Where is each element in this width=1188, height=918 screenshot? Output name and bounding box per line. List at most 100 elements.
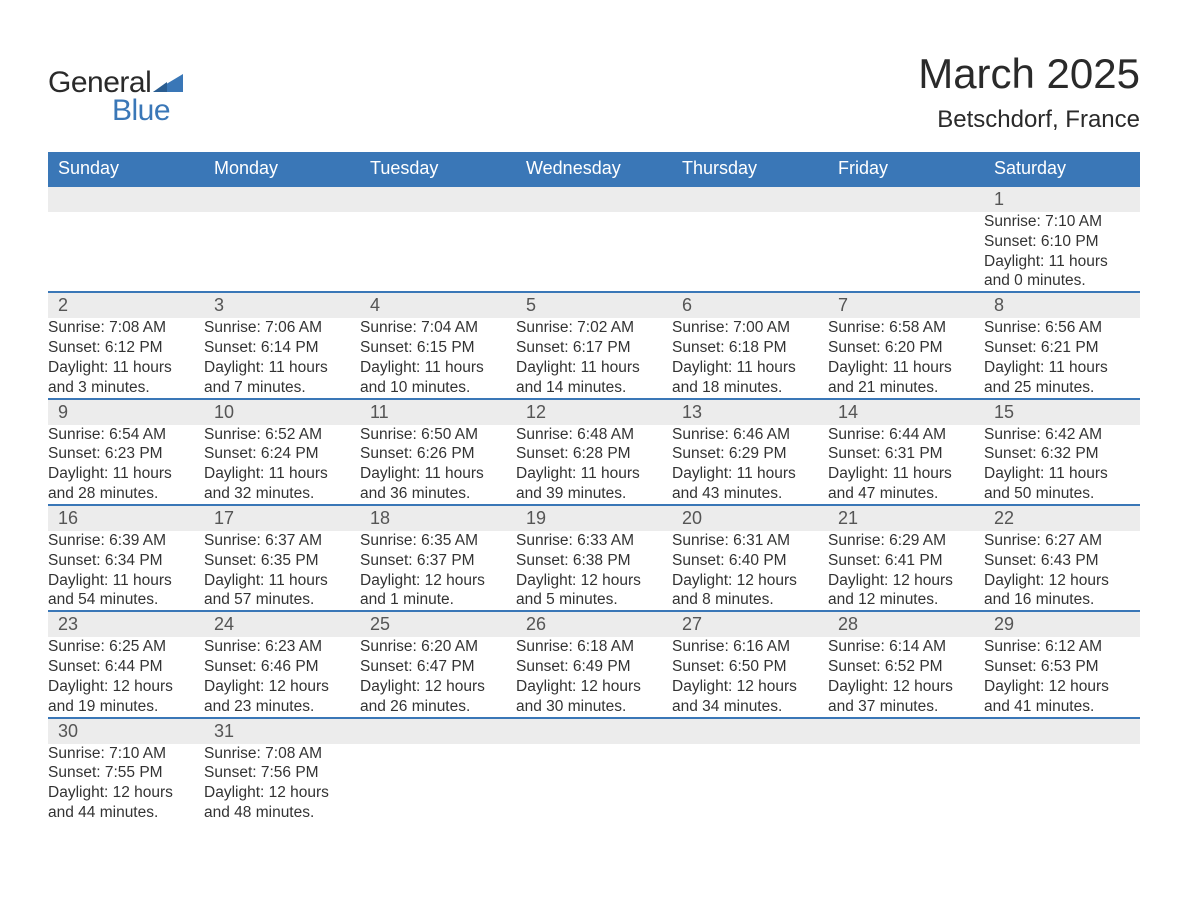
day-number: 21 xyxy=(828,506,984,531)
day-detail-d2: and 5 minutes. xyxy=(516,590,672,610)
day-detail-d1: Daylight: 12 hours xyxy=(672,677,828,697)
day-detail-d2: and 0 minutes. xyxy=(984,271,1140,291)
day-number: 17 xyxy=(204,506,360,531)
dow-header: Wednesday xyxy=(516,152,672,186)
day-number-cell: 27 xyxy=(672,611,828,637)
day-number-cell: 10 xyxy=(204,399,360,425)
day-number: 4 xyxy=(360,293,516,318)
day-detail-sr: Sunrise: 6:27 AM xyxy=(984,531,1140,551)
day-detail-ss: Sunset: 6:44 PM xyxy=(48,657,204,677)
day-details-cell xyxy=(516,212,672,292)
day-number: 7 xyxy=(828,293,984,318)
day-detail-ss: Sunset: 6:38 PM xyxy=(516,551,672,571)
day-detail-sr: Sunrise: 7:08 AM xyxy=(48,318,204,338)
day-number: 8 xyxy=(984,293,1140,318)
day-detail-ss: Sunset: 6:12 PM xyxy=(48,338,204,358)
day-detail-ss: Sunset: 6:29 PM xyxy=(672,444,828,464)
day-details-cell: Sunrise: 6:42 AMSunset: 6:32 PMDaylight:… xyxy=(984,425,1140,505)
day-detail-d2: and 3 minutes. xyxy=(48,378,204,398)
day-number: 2 xyxy=(48,293,204,318)
day-number: 25 xyxy=(360,612,516,637)
day-detail-sr: Sunrise: 6:37 AM xyxy=(204,531,360,551)
day-number-cell xyxy=(828,186,984,212)
day-detail-ss: Sunset: 6:43 PM xyxy=(984,551,1140,571)
day-details-cell: Sunrise: 7:10 AMSunset: 6:10 PMDaylight:… xyxy=(984,212,1140,292)
day-detail-d1: Daylight: 11 hours xyxy=(828,358,984,378)
day-details-cell: Sunrise: 6:23 AMSunset: 6:46 PMDaylight:… xyxy=(204,637,360,717)
day-number-cell: 7 xyxy=(828,292,984,318)
day-details-cell: Sunrise: 6:54 AMSunset: 6:23 PMDaylight:… xyxy=(48,425,204,505)
day-number: 20 xyxy=(672,506,828,531)
page-subtitle: Betschdorf, France xyxy=(918,106,1140,134)
day-detail-d2: and 12 minutes. xyxy=(828,590,984,610)
day-detail-sr: Sunrise: 6:33 AM xyxy=(516,531,672,551)
day-number: 22 xyxy=(984,506,1140,531)
day-number-cell: 16 xyxy=(48,505,204,531)
day-number: 23 xyxy=(48,612,204,637)
day-details-cell: Sunrise: 6:39 AMSunset: 6:34 PMDaylight:… xyxy=(48,531,204,611)
day-number: 15 xyxy=(984,400,1140,425)
day-detail-d2: and 26 minutes. xyxy=(360,697,516,717)
day-number: 14 xyxy=(828,400,984,425)
day-detail-sr: Sunrise: 6:14 AM xyxy=(828,637,984,657)
day-number-cell: 5 xyxy=(516,292,672,318)
day-number: 10 xyxy=(204,400,360,425)
day-number-cell: 19 xyxy=(516,505,672,531)
day-number-cell: 11 xyxy=(360,399,516,425)
day-details-cell: Sunrise: 6:31 AMSunset: 6:40 PMDaylight:… xyxy=(672,531,828,611)
day-detail-ss: Sunset: 6:24 PM xyxy=(204,444,360,464)
dow-header: Monday xyxy=(204,152,360,186)
day-number-cell: 29 xyxy=(984,611,1140,637)
day-detail-d1: Daylight: 11 hours xyxy=(516,464,672,484)
day-detail-sr: Sunrise: 6:44 AM xyxy=(828,425,984,445)
day-detail-sr: Sunrise: 7:06 AM xyxy=(204,318,360,338)
calendar-body: 1 Sunrise: 7:10 AMSunset: 6:10 PMDayligh… xyxy=(48,186,1140,823)
day-details-cell: Sunrise: 6:18 AMSunset: 6:49 PMDaylight:… xyxy=(516,637,672,717)
day-detail-ss: Sunset: 6:10 PM xyxy=(984,232,1140,252)
day-number: 16 xyxy=(48,506,204,531)
day-details-cell xyxy=(48,212,204,292)
day-detail-d2: and 7 minutes. xyxy=(204,378,360,398)
day-details-cell xyxy=(360,744,516,823)
day-number-cell: 12 xyxy=(516,399,672,425)
day-number: 9 xyxy=(48,400,204,425)
calendar-table: SundayMondayTuesdayWednesdayThursdayFrid… xyxy=(48,152,1140,823)
day-number-cell: 3 xyxy=(204,292,360,318)
day-detail-sr: Sunrise: 7:02 AM xyxy=(516,318,672,338)
day-details-cell xyxy=(204,212,360,292)
day-number: 3 xyxy=(204,293,360,318)
day-detail-ss: Sunset: 6:32 PM xyxy=(984,444,1140,464)
day-detail-ss: Sunset: 6:37 PM xyxy=(360,551,516,571)
day-detail-ss: Sunset: 6:35 PM xyxy=(204,551,360,571)
day-detail-ss: Sunset: 6:26 PM xyxy=(360,444,516,464)
day-detail-d1: Daylight: 12 hours xyxy=(516,677,672,697)
day-detail-d1: Daylight: 12 hours xyxy=(48,677,204,697)
day-number: 12 xyxy=(516,400,672,425)
day-detail-ss: Sunset: 6:47 PM xyxy=(360,657,516,677)
day-detail-d1: Daylight: 11 hours xyxy=(48,464,204,484)
day-details-cell: Sunrise: 6:29 AMSunset: 6:41 PMDaylight:… xyxy=(828,531,984,611)
day-detail-d1: Daylight: 11 hours xyxy=(360,358,516,378)
day-details-cell: Sunrise: 6:14 AMSunset: 6:52 PMDaylight:… xyxy=(828,637,984,717)
day-detail-d2: and 57 minutes. xyxy=(204,590,360,610)
day-number: 19 xyxy=(516,506,672,531)
day-detail-d1: Daylight: 12 hours xyxy=(360,571,516,591)
day-detail-d1: Daylight: 11 hours xyxy=(204,358,360,378)
day-number: 1 xyxy=(984,187,1140,212)
day-detail-d1: Daylight: 11 hours xyxy=(204,464,360,484)
day-detail-ss: Sunset: 7:55 PM xyxy=(48,763,204,783)
day-number-cell: 24 xyxy=(204,611,360,637)
day-details-cell: Sunrise: 6:58 AMSunset: 6:20 PMDaylight:… xyxy=(828,318,984,398)
day-detail-ss: Sunset: 6:34 PM xyxy=(48,551,204,571)
day-detail-ss: Sunset: 6:14 PM xyxy=(204,338,360,358)
day-details-cell: Sunrise: 7:00 AMSunset: 6:18 PMDaylight:… xyxy=(672,318,828,398)
day-detail-d1: Daylight: 12 hours xyxy=(204,677,360,697)
day-number-cell: 14 xyxy=(828,399,984,425)
day-detail-ss: Sunset: 6:23 PM xyxy=(48,444,204,464)
day-details-cell xyxy=(672,212,828,292)
day-number-cell: 8 xyxy=(984,292,1140,318)
day-number: 26 xyxy=(516,612,672,637)
day-number-cell: 6 xyxy=(672,292,828,318)
day-detail-d1: Daylight: 11 hours xyxy=(672,358,828,378)
day-details-cell: Sunrise: 6:37 AMSunset: 6:35 PMDaylight:… xyxy=(204,531,360,611)
